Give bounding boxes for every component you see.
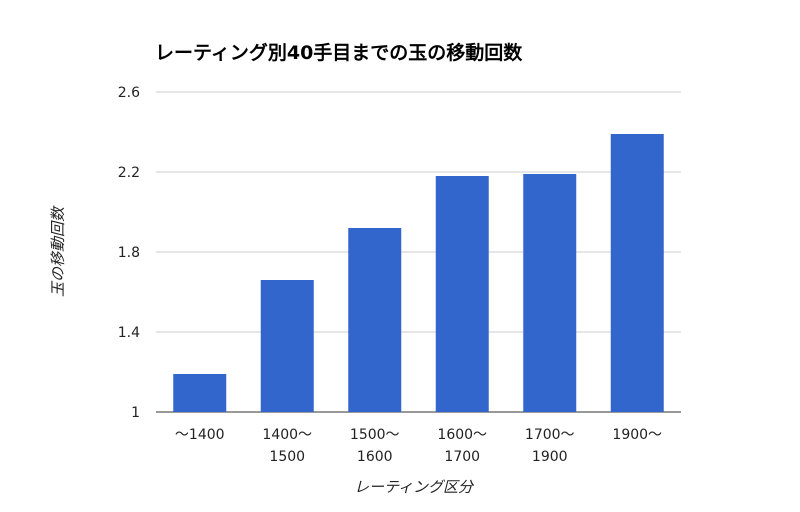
x-tick-label: 1500	[269, 449, 305, 465]
y-tick-label: 1.4	[118, 325, 140, 341]
x-tick-label: 1900	[532, 449, 568, 465]
x-tick-label: 1900〜	[612, 427, 662, 443]
x-tick-label: 1700	[444, 449, 480, 465]
bar-0	[173, 374, 227, 412]
bar-2	[348, 228, 402, 412]
y-tick-label: 2.2	[118, 165, 140, 181]
x-tick-label: 〜1400	[175, 427, 225, 443]
x-tick-label: 1600〜	[437, 427, 487, 443]
x-tick-label: 1700〜	[525, 427, 575, 443]
y-tick-label: 2.6	[118, 85, 140, 101]
x-axis-title: レーティング区分	[354, 478, 475, 496]
y-axis-title: 玉の移動回数	[49, 205, 67, 297]
chart-title: レーティング別40手目までの玉の移動回数	[155, 42, 523, 64]
x-tick-label: 1400〜	[262, 427, 312, 443]
bar-1	[260, 280, 314, 412]
x-tick-label: 1600	[357, 449, 393, 465]
y-tick-label: 1	[131, 405, 140, 421]
y-tick-label: 1.8	[118, 245, 140, 261]
bar-4	[523, 174, 577, 412]
bar-5	[610, 134, 664, 412]
bar-3	[435, 176, 489, 412]
x-tick-label: 1500〜	[350, 427, 400, 443]
